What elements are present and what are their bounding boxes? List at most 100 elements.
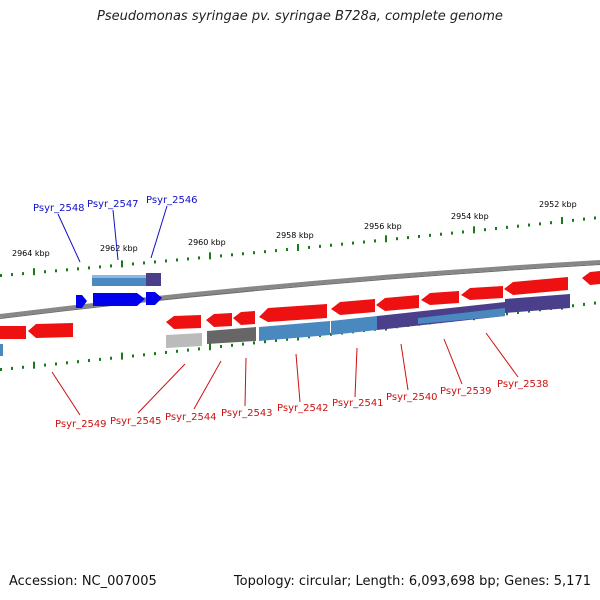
scale-tick: [143, 353, 145, 357]
scale-tick: [88, 359, 90, 363]
feature-bar[interactable]: [146, 273, 161, 286]
gene-label-psyr-2545[interactable]: Psyr_2545: [110, 416, 162, 427]
gene-arrow-psyr-2539a[interactable]: [421, 291, 459, 305]
gene-arrow-psyr-2541[interactable]: [331, 299, 375, 315]
scale-tick: [0, 368, 2, 371]
gene-label-psyr-2543[interactable]: Psyr_2543: [221, 408, 273, 419]
scale-tick: [121, 260, 123, 268]
gene-arrow-psyr-2547[interactable]: [93, 293, 145, 306]
genome-backbone-shadow: [0, 264, 600, 319]
scale-tick: [154, 260, 156, 264]
scale-tick: [363, 240, 365, 244]
gene-label-psyr-2544[interactable]: Psyr_2544: [165, 412, 217, 423]
genome-summary-text: Topology: circular; Length: 6,093,698 bp…: [233, 574, 591, 589]
scale-tick: [55, 269, 57, 273]
scale-tick: [462, 230, 464, 234]
scale-tick: [187, 257, 189, 261]
scale-label: 2964 kbp: [12, 249, 50, 258]
scale-tick: [99, 357, 101, 361]
feature-bar[interactable]: [0, 344, 3, 356]
scale-tick: [528, 223, 530, 227]
gene-arrow-psyr-2546[interactable]: [146, 292, 162, 305]
feature-bar[interactable]: [259, 321, 330, 341]
scale-tick: [253, 251, 255, 255]
scale-tick: [308, 335, 310, 339]
scale-tick: [33, 268, 35, 276]
gene-label-psyr-2546[interactable]: Psyr_2546: [146, 195, 198, 206]
scale-tick: [374, 239, 376, 243]
gene-label-psyr-2539[interactable]: Psyr_2539: [440, 386, 492, 397]
scale-tick: [66, 361, 68, 365]
gene-label-psyr-2541[interactable]: Psyr_2541: [332, 398, 384, 409]
scale-tick: [572, 304, 574, 308]
scale-tick: [352, 241, 354, 245]
scale-tick: [275, 249, 277, 253]
reverse-leaders: [51, 332, 519, 416]
feature-bar[interactable]: [207, 327, 256, 344]
scale-tick: [132, 354, 134, 358]
scale-label: 2962 kbp: [100, 244, 138, 253]
scale-tick: [506, 312, 508, 316]
scale-tick: [561, 217, 563, 225]
accession-text: Accession: NC_007005: [9, 574, 157, 589]
gene-label-psyr-2549[interactable]: Psyr_2549: [55, 419, 107, 430]
scale-tick: [176, 258, 178, 262]
scale-tick: [88, 266, 90, 270]
scale-tick: [451, 231, 453, 235]
scale-tick: [242, 342, 244, 346]
gene-arrow-psyr-2538[interactable]: [504, 277, 568, 295]
feature-bar[interactable]: [505, 294, 570, 313]
gene-label-psyr-2548[interactable]: Psyr_2548: [33, 203, 85, 214]
gene-label-psyr-2540[interactable]: Psyr_2540: [386, 392, 438, 403]
gene-arrow-psyr-2540[interactable]: [376, 295, 419, 311]
gene-arrow-psyr-2549b[interactable]: [28, 323, 73, 338]
scale-tick: [165, 259, 167, 263]
scale-tick: [572, 218, 574, 222]
scale-tick: [594, 216, 596, 220]
scale-tick: [198, 347, 200, 351]
gene-arrow-psyr-2539[interactable]: [461, 286, 503, 300]
scale-tick: [66, 268, 68, 272]
feature-bar[interactable]: [92, 275, 146, 286]
gene-arrow-psyr-2545[interactable]: [166, 315, 201, 329]
scale-tick: [341, 242, 343, 246]
scale-tick: [132, 262, 134, 266]
scale-tick: [495, 227, 497, 231]
gene-arrow-psyr-2543[interactable]: [233, 311, 255, 325]
scale-tick: [0, 274, 2, 277]
scale-tick: [77, 267, 79, 271]
scale-label: 2958 kbp: [276, 231, 314, 240]
gene-arrow-psyr-2548[interactable]: [76, 295, 87, 308]
scale-tick: [22, 365, 24, 369]
scale-tick: [121, 352, 123, 360]
feature-bar[interactable]: [418, 308, 505, 324]
scale-tick: [77, 360, 79, 364]
scale-tick: [154, 352, 156, 356]
scale-tick: [264, 250, 266, 254]
map-title: Pseudomonas syringae pv. syringae B728a,…: [97, 9, 503, 24]
gene-label-psyr-2542[interactable]: Psyr_2542: [277, 403, 329, 414]
scale-ticks-top: [0, 216, 596, 277]
scale-tick: [286, 248, 288, 252]
feature-bar[interactable]: [166, 333, 202, 348]
gene-arrow-edge[interactable]: [582, 271, 600, 285]
gene-arrow-psyr-2544[interactable]: [206, 313, 232, 327]
reverse-genes: [0, 271, 600, 356]
scale-tick: [11, 273, 13, 277]
scale-tick: [484, 228, 486, 232]
scale-tick: [110, 356, 112, 360]
feature-bar[interactable]: [92, 275, 146, 278]
scale-tick: [22, 272, 24, 276]
scale-tick: [506, 225, 508, 229]
gene-arrow-psyr-2549[interactable]: [0, 326, 26, 339]
scale-label: 2954 kbp: [451, 212, 489, 221]
scale-tick: [583, 302, 585, 306]
scale-tick: [44, 363, 46, 367]
scale-tick: [440, 232, 442, 236]
gene-label-psyr-2538[interactable]: Psyr_2538: [497, 379, 549, 390]
gene-label-psyr-2547[interactable]: Psyr_2547: [87, 199, 139, 210]
scale-tick: [385, 235, 387, 243]
feature-bar[interactable]: [331, 316, 377, 335]
gene-arrow-psyr-2542[interactable]: [259, 304, 327, 322]
